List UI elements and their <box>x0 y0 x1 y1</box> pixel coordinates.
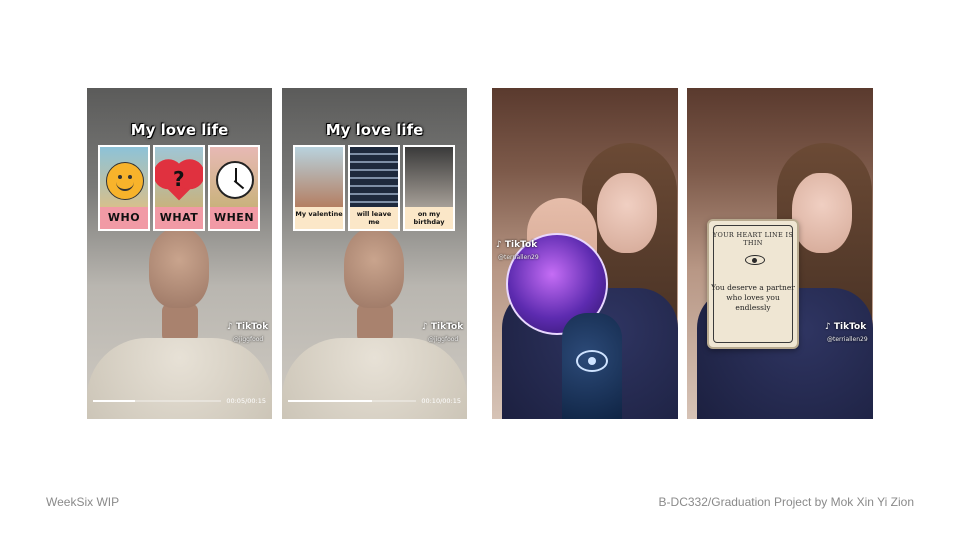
card-label: on my birthday <box>405 207 453 229</box>
filter-title: My love life <box>130 121 229 139</box>
tiktok-handle: @jiggfood <box>428 336 459 343</box>
tiktok-handle: @terriallen29 <box>498 254 539 261</box>
person-sweater <box>87 338 272 419</box>
person-neck <box>162 303 198 343</box>
video-panel-1[interactable]: My love life WHO ? WHAT WHEN ♪ TikTok @j… <box>87 88 272 419</box>
clock-icon <box>216 161 254 199</box>
card-label: WHO <box>100 207 148 229</box>
card-art <box>405 147 453 209</box>
tarot-card-who: WHO <box>98 145 150 231</box>
person-sweater <box>282 338 467 419</box>
crystal-ball <box>506 233 608 335</box>
tiktok-watermark: TikTok <box>833 322 867 332</box>
person-face <box>597 173 657 253</box>
person-face <box>792 173 852 253</box>
card-label: will leave me <box>350 207 398 229</box>
card-label: WHAT <box>155 207 203 229</box>
tiktok-watermark: TikTok <box>430 322 464 332</box>
video-time: 00:05/00:15 <box>226 397 266 405</box>
card-art <box>350 147 398 209</box>
tarot-card-birthday: on my birthday <box>403 145 455 231</box>
tarot-card-what: ? WHAT <box>153 145 205 231</box>
question-mark-icon: ? <box>173 167 185 191</box>
video-time: 00:10/00:15 <box>421 397 461 405</box>
tiktok-logo-icon: ♪ TikTok <box>496 240 538 250</box>
person-neck <box>357 303 393 343</box>
fortune-card: YOUR HEART LINE IS THIN You deserve a pa… <box>707 219 799 349</box>
tiktok-logo-icon: ♪ TikTok <box>227 322 269 332</box>
smiley-icon <box>106 162 144 200</box>
eye-icon <box>745 255 765 265</box>
tiktok-handle: @terriallen29 <box>827 336 868 343</box>
fortune-heading: YOUR HEART LINE IS THIN <box>712 231 794 247</box>
tiktok-logo-icon: ♪ TikTok <box>825 322 867 332</box>
card-art <box>295 147 343 209</box>
tiktok-watermark: TikTok <box>235 322 269 332</box>
tarot-card-when: WHEN <box>208 145 260 231</box>
card-label: My valentine <box>295 207 343 229</box>
video-panel-4[interactable]: YOUR HEART LINE IS THIN You deserve a pa… <box>687 88 873 419</box>
tarot-card-leave: will leave me <box>348 145 400 231</box>
eye-icon <box>576 350 608 372</box>
video-progress-bar[interactable] <box>288 400 416 402</box>
card-label: WHEN <box>210 207 258 229</box>
video-panel-3[interactable]: ♪ TikTok @terriallen29 <box>492 88 678 419</box>
person-head <box>344 228 404 308</box>
fortune-text: You deserve a partner who loves you endl… <box>711 283 795 312</box>
tiktok-handle: @jiggfood <box>233 336 264 343</box>
video-progress-bar[interactable] <box>93 400 221 402</box>
filter-title: My love life <box>325 121 424 139</box>
video-panel-2[interactable]: My love life My valentine will leave me … <box>282 88 467 419</box>
tiktok-watermark: TikTok <box>504 240 538 250</box>
tarot-card-row: WHO ? WHAT WHEN <box>98 145 260 231</box>
footer-right-text: B-DC332/Graduation Project by Mok Xin Yi… <box>658 495 914 509</box>
fortune-card-border <box>713 225 793 343</box>
tarot-card-row: My valentine will leave me on my birthda… <box>293 145 455 231</box>
footer-left-text: WeekSix WIP <box>46 495 120 509</box>
tarot-card-valentine: My valentine <box>293 145 345 231</box>
tiktok-logo-icon: ♪ TikTok <box>422 322 464 332</box>
person-head <box>149 228 209 308</box>
